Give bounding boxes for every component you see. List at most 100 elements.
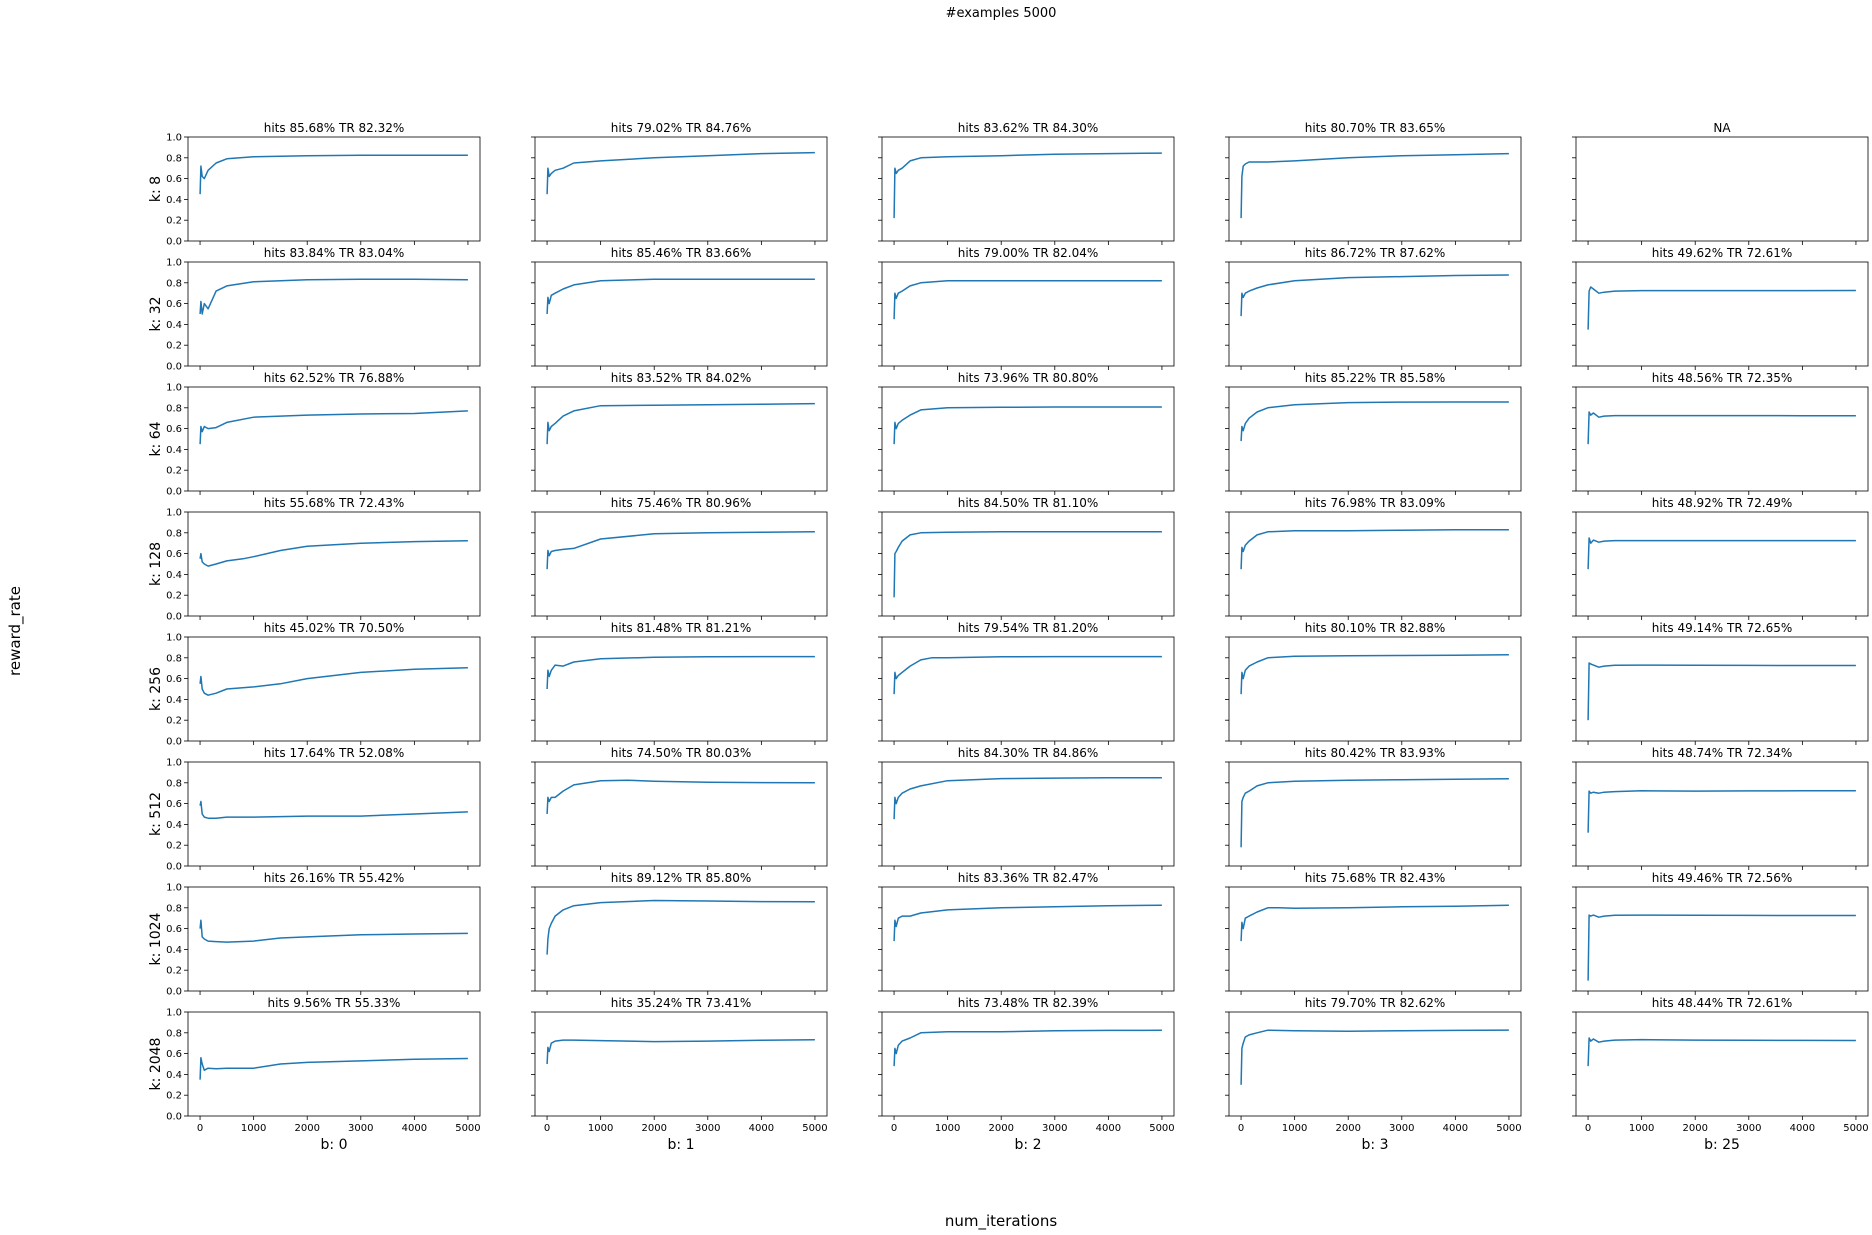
series-line [1240, 777, 1509, 848]
y-tick-label: 0.4 [166, 195, 182, 206]
panel: hits 85.68% TR 82.32% 0.0 0.2 0.4 0.6 0.8 1.0 [166, 121, 481, 248]
series-line [893, 406, 1162, 445]
y-tick-label: 0.8 [166, 278, 182, 289]
y-tick-label: 0.2 [166, 341, 182, 352]
panel: hits 76.98% TR 83.09% [1225, 496, 1522, 620]
y-tick-label: 0.4 [166, 570, 182, 581]
panel-title: hits 85.22% TR 85.58% [1305, 371, 1446, 385]
panel-title: hits 83.62% TR 84.30% [958, 121, 1099, 135]
row-label: k: 2048 [148, 1038, 164, 1091]
panel-frame [534, 761, 828, 867]
panel: hits 73.48% TR 82.39% 0 1000 2000 3000 4000 50… [878, 996, 1175, 1134]
y-tick-label: 0.4 [166, 945, 182, 956]
panel-title: hits 86.72% TR 87.62% [1305, 246, 1446, 260]
panel: hits 84.30% TR 84.86% [878, 746, 1175, 870]
figure-y-label: reward_rate [6, 586, 25, 676]
panel: hits 48.44% TR 72.61% 0 1000 2000 3000 4000 50… [1572, 996, 1869, 1134]
series-line [1240, 904, 1509, 942]
y-tick-label: 0.0 [166, 612, 182, 623]
panel: hits 79.70% TR 82.62% 0 1000 2000 3000 4000 50… [1225, 996, 1522, 1134]
panel-frame [1228, 261, 1522, 367]
panel-title: hits 83.52% TR 84.02% [611, 371, 752, 385]
y-tick-label: 1.0 [166, 633, 182, 644]
panel-title: hits 45.02% TR 70.50% [264, 621, 405, 635]
panel-title: hits 85.46% TR 83.66% [611, 246, 752, 260]
x-tick-label: 2000 [294, 1123, 319, 1134]
panel: hits 62.52% TR 76.88% 0.0 0.2 0.4 0.6 0.8 1.0 [166, 371, 481, 498]
panel: hits 79.00% TR 82.04% [878, 246, 1175, 370]
y-tick-label: 0.6 [166, 549, 182, 560]
x-tick-label: 0 [1585, 1123, 1591, 1134]
panel: hits 83.36% TR 82.47% [878, 871, 1175, 995]
y-tick-label: 0.2 [166, 1091, 182, 1102]
series-line [1587, 537, 1856, 570]
y-tick-label: 1.0 [166, 508, 182, 519]
panel-frame [1575, 761, 1869, 867]
panel: hits 17.64% TR 52.08% 0.0 0.2 0.4 0.6 0.8 1.0 [166, 746, 481, 873]
panel-title: hits 84.50% TR 81.10% [958, 496, 1099, 510]
x-tick-label: 1000 [588, 1123, 613, 1134]
series-line [893, 1029, 1162, 1067]
panel-frame [1575, 636, 1869, 742]
x-tick-label: 4000 [1096, 1123, 1121, 1134]
series-line [199, 666, 468, 696]
series-line [546, 1038, 815, 1065]
x-tick-label: 2000 [988, 1123, 1013, 1134]
y-tick-label: 0.4 [166, 445, 182, 456]
panel: NA [1572, 121, 1869, 245]
row-label: k: 8 [148, 176, 164, 202]
series-line [199, 278, 468, 315]
series-line [546, 655, 815, 690]
y-tick-label: 1.0 [166, 133, 182, 144]
series-line [1240, 401, 1509, 442]
x-tick-label: 5000 [1149, 1123, 1174, 1134]
y-tick-label: 0.2 [166, 466, 182, 477]
panel-frame [881, 386, 1175, 492]
x-tick-label: 3000 [1736, 1123, 1761, 1134]
series-line [893, 152, 1162, 219]
panel: hits 49.14% TR 72.65% [1572, 621, 1869, 745]
panel-title: hits 49.46% TR 72.56% [1652, 871, 1793, 885]
series-line [1587, 1037, 1856, 1067]
row-label: k: 64 [148, 421, 164, 456]
panel-frame [1228, 386, 1522, 492]
panel: hits 48.92% TR 72.49% [1572, 496, 1869, 620]
panel-frame [187, 1011, 481, 1117]
panel-title: hits 83.36% TR 82.47% [958, 871, 1099, 885]
panel-frame [534, 136, 828, 242]
y-tick-label: 0.0 [166, 237, 182, 248]
row-label: k: 256 [148, 667, 164, 711]
series-line [1587, 662, 1856, 721]
panel-title: hits 79.00% TR 82.04% [958, 246, 1099, 260]
panel: hits 49.62% TR 72.61% [1572, 246, 1869, 370]
column-label: b: 0 [321, 1137, 348, 1153]
panel: hits 9.56% TR 55.33% 0.0 0.2 0.4 0.6 0.8 1.0 0 1… [166, 996, 481, 1134]
series-line [546, 779, 815, 815]
y-tick-label: 0.0 [166, 362, 182, 373]
y-tick-label: 0.6 [166, 799, 182, 810]
y-tick-label: 0.2 [166, 716, 182, 727]
panel-frame [881, 261, 1175, 367]
panel: hits 48.74% TR 72.34% [1572, 746, 1869, 870]
panel: hits 83.84% TR 83.04% 0.0 0.2 0.4 0.6 0.8 1.0 [166, 246, 481, 373]
series-line [1587, 790, 1856, 833]
x-tick-label: 1000 [241, 1123, 266, 1134]
y-tick-label: 1.0 [166, 258, 182, 269]
y-tick-label: 0.6 [166, 1049, 182, 1060]
panel-frame [534, 636, 828, 742]
y-tick-label: 0.0 [166, 987, 182, 998]
series-line [546, 531, 815, 570]
x-tick-label: 0 [197, 1123, 203, 1134]
panel: hits 79.02% TR 84.76% [531, 121, 828, 245]
panel-title: hits 48.74% TR 72.34% [1652, 746, 1793, 760]
y-tick-label: 0.0 [166, 862, 182, 873]
series-line [1240, 1029, 1509, 1085]
column-label: b: 2 [1015, 1137, 1042, 1153]
y-tick-label: 0.8 [166, 903, 182, 914]
y-tick-label: 0.2 [166, 841, 182, 852]
x-tick-label: 2000 [641, 1123, 666, 1134]
panel-title: hits 83.84% TR 83.04% [264, 246, 405, 260]
y-tick-label: 1.0 [166, 883, 182, 894]
x-tick-label: 0 [1238, 1123, 1244, 1134]
panel-frame [1575, 386, 1869, 492]
